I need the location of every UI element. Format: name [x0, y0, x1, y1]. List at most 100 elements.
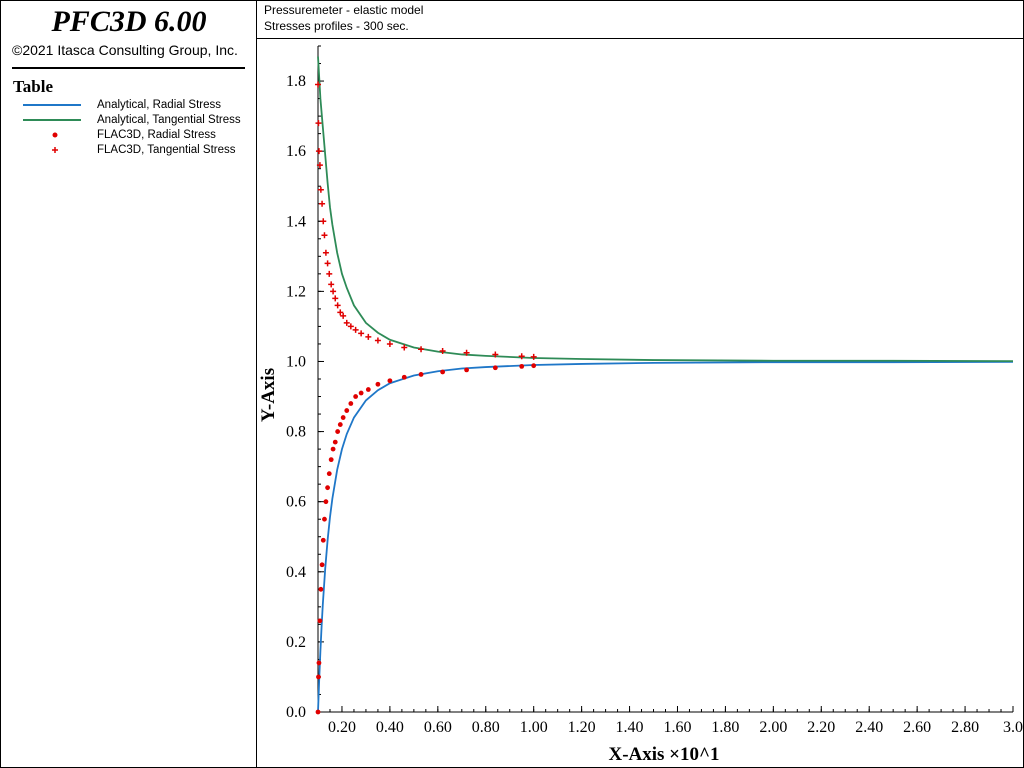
x-tick-label: 2.00: [759, 719, 787, 736]
data-point: [322, 516, 327, 522]
data-point: [316, 660, 322, 666]
data-point: [315, 709, 321, 715]
data-point-plus: [328, 281, 335, 288]
legend-label: FLAC3D, Tangential Stress: [97, 144, 236, 156]
data-point: [365, 387, 371, 392]
x-tick-label: 2.20: [807, 719, 835, 736]
data-point-plus: [374, 337, 381, 344]
data-point-plus: [324, 260, 331, 267]
legend-label: Analytical, Radial Stress: [97, 99, 221, 111]
data-point: [320, 537, 326, 543]
data-point: [332, 439, 338, 445]
app-title: PFC3D 6.00: [51, 5, 207, 38]
y-tick-label: 1.6: [286, 143, 306, 160]
legend-line-swatch: [23, 119, 81, 121]
legend-title: Table: [13, 77, 54, 96]
x-axis-label: X-Axis ×10^1: [608, 744, 719, 765]
data-point-plus: [315, 81, 321, 88]
series-line: [317, 56, 1014, 363]
legend-item-analytical-tangential: Analytical, Tangential Stress: [21, 113, 251, 128]
x-tick-label: 3.0: [1003, 719, 1023, 736]
y-tick-label: 1.4: [286, 213, 306, 230]
data-point-plus: [319, 200, 326, 207]
legend-item-flac3d-radial: FLAC3D, Radial Stress: [21, 128, 251, 143]
data-point-plus: [322, 249, 329, 256]
y-tick-label: 1.0: [286, 353, 306, 370]
data-point: [353, 394, 359, 399]
y-tick-label: 0.4: [286, 564, 306, 581]
data-point-plus: [518, 353, 525, 360]
legend-panel: PFC3D 6.00 ©2021 Itasca Consulting Group…: [0, 0, 257, 768]
x-tick-label: 1.40: [616, 719, 644, 736]
x-tick-label: 0.40: [376, 719, 404, 736]
data-point: [319, 562, 325, 568]
data-point: [440, 369, 446, 375]
y-tick-label: 1.8: [286, 73, 306, 90]
legend-label: FLAC3D, Radial Stress: [97, 129, 216, 141]
data-point-plus: [463, 349, 470, 356]
data-point: [317, 618, 323, 624]
divider: [12, 67, 245, 69]
x-tick-label: 1.20: [568, 719, 596, 736]
data-point: [316, 674, 321, 680]
data-point-plus: [317, 186, 324, 193]
x-tick-label: 1.00: [520, 719, 548, 736]
data-point: [344, 408, 350, 413]
series-0: [317, 360, 1014, 713]
data-point: [464, 367, 469, 373]
data-point: [340, 415, 346, 420]
data-point: [325, 485, 330, 491]
data-point: [323, 499, 329, 505]
data-point: [492, 365, 498, 371]
series-3: [315, 81, 537, 360]
y-tick-label: 1.2: [286, 283, 306, 300]
data-point: [401, 374, 407, 380]
data-point-plus: [340, 312, 347, 319]
x-tick-label: 2.60: [903, 719, 931, 736]
data-point: [531, 363, 537, 369]
x-tick-label: 2.40: [855, 719, 883, 736]
y-axis-label: Y-Axis: [258, 368, 279, 422]
data-point-plus: [326, 270, 333, 277]
data-point-plus: [315, 148, 322, 155]
y-tick-label: 0.6: [286, 494, 306, 511]
series-1: [317, 56, 1014, 363]
legend-plus-swatch: [52, 147, 58, 153]
copyright-text: ©2021 Itasca Consulting Group, Inc.: [12, 42, 238, 58]
data-point-plus: [343, 319, 350, 326]
data-point: [519, 363, 525, 369]
data-point-plus: [358, 330, 365, 337]
y-tick-label: 0.0: [286, 704, 306, 721]
data-point-plus: [330, 288, 337, 295]
data-point-plus: [386, 340, 393, 347]
y-tick-label: 0.8: [286, 424, 306, 441]
title-separator: [257, 38, 1024, 39]
data-point-plus: [418, 346, 425, 353]
data-point: [328, 457, 334, 463]
legend-line-swatch: [23, 104, 81, 106]
legend-label: Analytical, Tangential Stress: [97, 114, 241, 126]
data-point-plus: [365, 333, 372, 340]
x-tick-label: 2.80: [951, 719, 979, 736]
data-point-plus: [315, 120, 322, 127]
legend-item-analytical-radial: Analytical, Radial Stress: [21, 98, 251, 113]
data-point: [418, 372, 424, 377]
data-point-plus: [321, 232, 328, 239]
x-tick-label: 0.80: [472, 719, 500, 736]
data-point-plus: [492, 351, 499, 358]
data-point: [387, 378, 393, 384]
data-point: [348, 401, 354, 406]
data-point-plus: [347, 323, 354, 330]
y-tick-label: 0.2: [286, 634, 306, 651]
chart-subtitle: Stresses profiles - 300 sec.: [264, 19, 409, 33]
data-point-plus: [337, 309, 344, 316]
data-point-plus: [352, 326, 359, 333]
data-point: [335, 429, 341, 434]
data-point-plus: [332, 295, 339, 302]
series-2: [315, 363, 537, 715]
data-point-plus: [320, 218, 327, 225]
data-point-plus: [401, 344, 408, 351]
x-tick-label: 1.60: [663, 719, 691, 736]
data-point: [375, 381, 381, 387]
